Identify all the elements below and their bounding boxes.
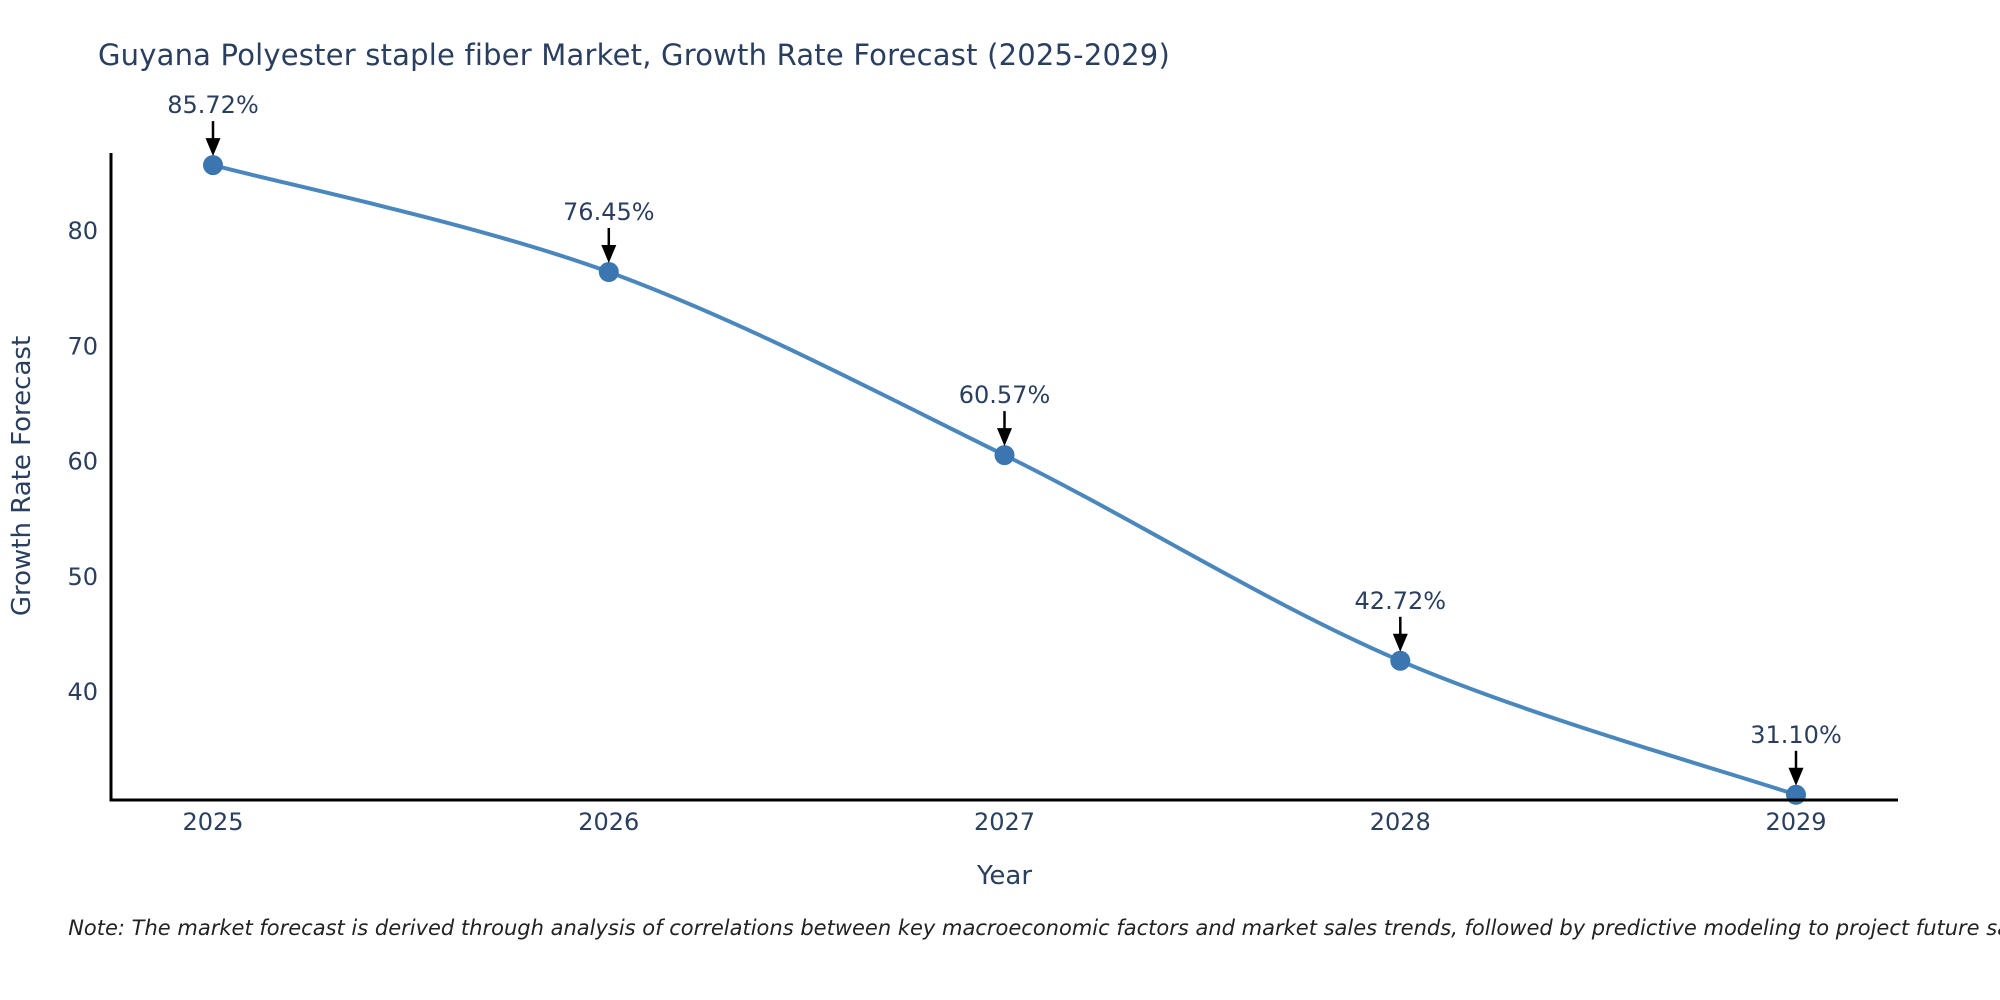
data-point-marker bbox=[1390, 650, 1411, 671]
annotation-arrowhead-icon bbox=[601, 245, 617, 263]
axis-line bbox=[109, 153, 1898, 802]
trend-line bbox=[211, 163, 1798, 797]
y-tick-label: 60 bbox=[67, 448, 98, 476]
x-tick-label: 2026 bbox=[578, 808, 639, 836]
point-value-label: 42.72% bbox=[1355, 587, 1447, 615]
x-tick-label: 2025 bbox=[182, 808, 243, 836]
point-value-label: 76.45% bbox=[563, 198, 655, 226]
annotation-arrowhead-icon bbox=[1788, 767, 1804, 786]
y-tick-label: 50 bbox=[67, 563, 98, 591]
point-value-label: 85.72% bbox=[167, 91, 259, 119]
data-point-marker bbox=[994, 445, 1015, 466]
annotation-arrowhead-icon bbox=[205, 138, 221, 157]
point-value-label: 31.10% bbox=[1750, 721, 1842, 749]
x-tick-label: 2028 bbox=[1370, 808, 1431, 836]
y-tick-label: 70 bbox=[67, 332, 98, 360]
x-axis-title: Year bbox=[976, 861, 1032, 891]
x-tick-label: 2029 bbox=[1765, 808, 1826, 836]
footnote: Note: The market forecast is derived thr… bbox=[68, 916, 2000, 940]
y-axis-title: Growth Rate Forecast bbox=[7, 336, 37, 616]
data-point-marker bbox=[598, 262, 619, 282]
annotation-arrowhead-icon bbox=[1392, 633, 1408, 652]
point-value-label: 60.57% bbox=[959, 381, 1051, 409]
annotation-arrowhead-icon bbox=[997, 428, 1012, 447]
y-tick-label: 40 bbox=[67, 678, 98, 706]
data-point-marker bbox=[1786, 784, 1806, 805]
x-tick-label: 2027 bbox=[974, 808, 1035, 836]
data-point-marker bbox=[203, 155, 223, 176]
y-tick-label: 80 bbox=[67, 217, 98, 245]
chart-title: Guyana Polyester staple fiber Market, Gr… bbox=[98, 38, 1170, 72]
